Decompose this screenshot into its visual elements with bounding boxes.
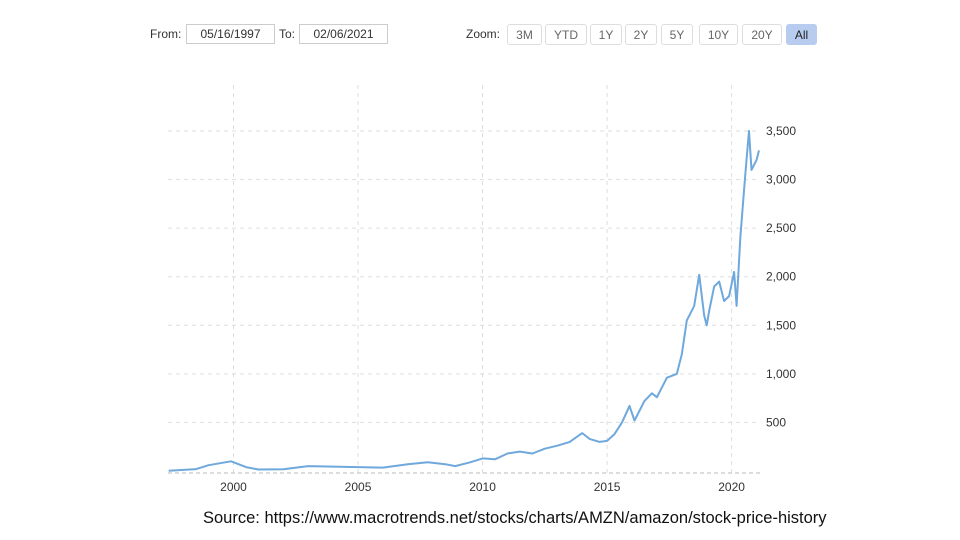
x-tick-label: 2015 [594,480,621,494]
zoom-button-all[interactable]: All [786,24,817,45]
zoom-button-1y[interactable]: 1Y [590,24,622,45]
y-tick-label: 3,500 [766,124,796,138]
y-tick-label: 1,000 [766,367,796,381]
y-tick-label: 3,000 [766,173,796,187]
zoom-button-5y[interactable]: 5Y [661,24,693,45]
zoom-button-10y[interactable]: 10Y [699,24,738,45]
x-tick-label: 2005 [345,480,372,494]
from-label: From: [150,27,182,41]
zoom-button-ytd[interactable]: YTD [545,24,587,45]
zoom-button-20y[interactable]: 20Y [742,24,782,45]
price-line-amzn [168,130,760,472]
y-tick-label: 2,500 [766,221,796,235]
zoom-label: Zoom: [466,27,501,41]
y-tick-label: 1,500 [766,318,796,332]
price-chart: 500 1,000 1,500 2,000 2,500 3,000 3,500 2000 200… [168,85,796,494]
source-caption: Source: https://www.macrotrends.net/stoc… [203,509,827,527]
y-tick-label: 2,000 [766,270,796,284]
to-date-input[interactable]: 02/06/2021 [299,24,388,44]
zoom-button-2y[interactable]: 2Y [625,24,657,45]
x-tick-label: 2000 [220,480,247,494]
to-label: To: [279,27,296,41]
x-tick-label: 2020 [718,480,745,494]
from-date-input[interactable]: 05/16/1997 [186,24,275,44]
zoom-button-3m[interactable]: 3M [507,24,542,45]
x-tick-label: 2010 [469,480,496,494]
y-tick-label: 500 [766,415,786,429]
